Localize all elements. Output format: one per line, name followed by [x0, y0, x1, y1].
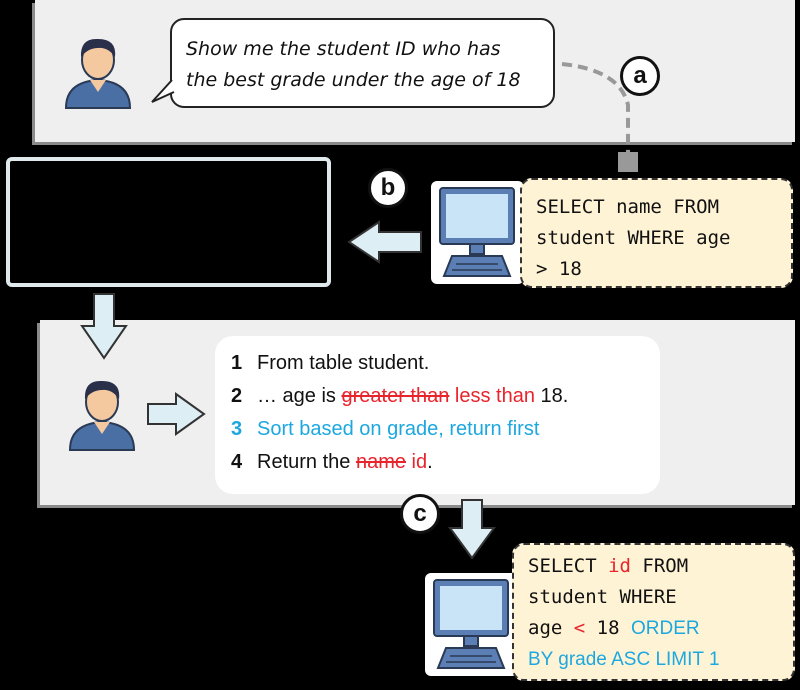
user-icon	[64, 38, 132, 109]
redacted-box	[6, 157, 331, 287]
bubble-tail	[151, 79, 175, 103]
initial-sql-line-3: > 18	[536, 258, 582, 280]
label-a: a	[620, 56, 660, 96]
struck-text: name	[355, 451, 406, 473]
step-1: 1 From table student.	[231, 352, 430, 374]
user-icon	[68, 380, 136, 451]
step-2: 2… age is greater than less than 18.	[231, 385, 569, 407]
corrected-sql-box: SELECT id FROM student WHERE age < 18 OR…	[512, 543, 795, 681]
feedback-steps: 1 From table student. 2… age is greater t…	[215, 336, 660, 494]
corrected-sql-line-1: SELECT id FROM	[528, 555, 689, 577]
arrow-down-overlay	[80, 293, 128, 360]
computer-icon	[425, 573, 518, 676]
label-c: c	[400, 494, 440, 534]
correction-text: id	[405, 451, 428, 473]
corrected-sql-line-2: student WHERE	[528, 586, 677, 608]
initial-sql-line-2: student WHERE age	[536, 227, 731, 249]
struck-text: greater than	[341, 385, 450, 407]
correction-text: less than	[449, 385, 535, 407]
initial-sql-line-1: SELECT name FROM	[536, 196, 720, 218]
label-b: b	[368, 168, 408, 208]
corrected-sql-line-4: BY grade ASC LIMIT 1	[528, 649, 720, 670]
step-3: 3 Sort based on grade, return first	[231, 418, 540, 440]
initial-sql-box: SELECT name FROM student WHERE age > 18	[520, 178, 793, 288]
query-bubble: Show me the student ID who has the best …	[170, 18, 555, 108]
arrow-down-icon	[448, 499, 496, 560]
arrow-right-icon	[147, 392, 206, 436]
dashed-connector	[561, 62, 638, 172]
query-line-1: Show me the student ID who has	[186, 38, 501, 60]
corrected-sql-line-3: age < 18 ORDER	[528, 617, 700, 639]
query-line-2: the best grade under the age of 18	[186, 69, 521, 91]
computer-icon	[431, 181, 524, 284]
step-4: 4 Return the name id.	[231, 451, 433, 473]
arrow-left-icon	[347, 220, 422, 264]
